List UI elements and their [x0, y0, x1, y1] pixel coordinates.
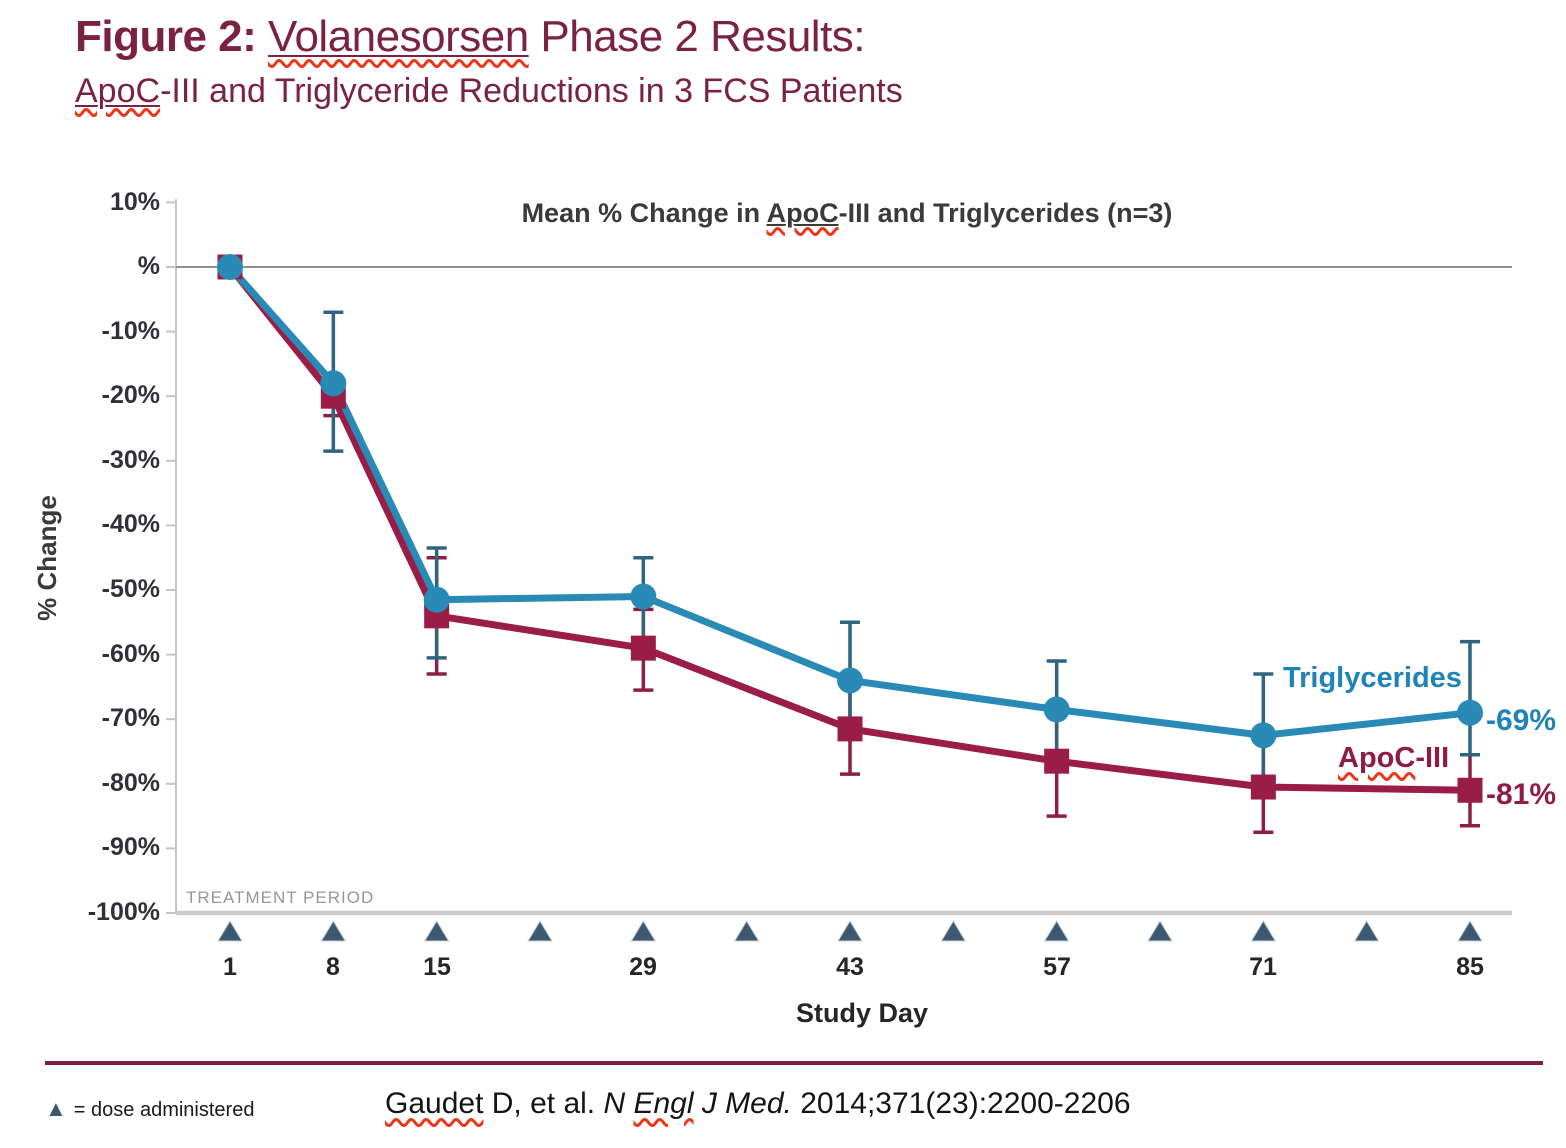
- triglycerides-marker: [217, 254, 243, 280]
- title-rest: Phase 2 Results:: [528, 12, 866, 61]
- chart-canvas: [166, 199, 1512, 942]
- x-tick-label: 57: [1043, 953, 1071, 981]
- y-tick-label: %: [137, 252, 160, 280]
- treatment-period-label: TREATMENT PERIOD: [186, 888, 375, 907]
- subtitle-wavy-word: ApoC: [75, 72, 161, 110]
- citation-author-rest: D, et al.: [483, 1087, 604, 1120]
- page-subtitle: ApoC-III and Triglyceride Reductions in …: [75, 72, 903, 111]
- x-tick-label: 1: [223, 953, 237, 981]
- apoc-wavy-word: ApoC: [1338, 742, 1416, 774]
- y-tick-label: -50%: [101, 575, 160, 603]
- chart-title: Mean % Change in ApoC-III and Triglyceri…: [347, 198, 1347, 229]
- subtitle-rest: -III and Triglyceride Reductions in 3 FC…: [160, 72, 903, 110]
- y-axis-title: % Change: [32, 495, 62, 621]
- dose-triangle: [1043, 920, 1070, 942]
- page-title: Figure 2: Volanesorsen Phase 2 Results:: [75, 12, 866, 62]
- chart-title-wavy-word: ApoC: [766, 198, 839, 228]
- dose-triangle: [1250, 920, 1277, 942]
- triglycerides-marker: [1043, 696, 1070, 723]
- x-tick-label: 43: [836, 953, 864, 981]
- end-value-triglycerides: -69%: [1486, 704, 1557, 737]
- triglycerides-marker: [630, 583, 657, 610]
- triglycerides-marker: [1457, 699, 1483, 726]
- apoc-iii-marker: [1044, 748, 1070, 774]
- apoc-iii-marker: [837, 716, 863, 742]
- chart-title-pre: Mean % Change in: [521, 198, 767, 228]
- title-wavy-word: Volanesorsen: [268, 12, 529, 61]
- triglycerides-marker: [1250, 722, 1277, 749]
- series-label-apoc: ApoC-III: [1338, 742, 1449, 775]
- series-label-triglycerides: Triglycerides: [1283, 662, 1462, 694]
- y-tick-label: -100%: [87, 898, 160, 926]
- y-tick-label: -20%: [101, 381, 160, 409]
- citation-journal-post: J Med.: [693, 1087, 792, 1120]
- dose-triangle: [527, 920, 553, 942]
- y-tick-label: -90%: [101, 833, 160, 861]
- citation-author-wavy: Gaudet: [385, 1087, 484, 1120]
- y-tick-label: -70%: [101, 704, 160, 732]
- dose-triangle: [733, 920, 760, 942]
- x-tick-label: 29: [629, 953, 657, 981]
- dose-legend: ▲ = dose administered: [45, 1096, 254, 1122]
- y-tick-label: -30%: [101, 446, 160, 474]
- x-tick-label: 85: [1456, 953, 1484, 981]
- triglycerides-marker: [423, 586, 450, 613]
- apoc-iii-line: [226, 263, 1474, 794]
- dose-triangle: [423, 920, 450, 942]
- apoc-iii-marker: [1250, 774, 1276, 800]
- citation-journal: N Engl J Med.: [603, 1087, 791, 1120]
- citation-journal-wavy: Engl: [633, 1087, 694, 1120]
- citation-journal-pre: N: [603, 1087, 634, 1120]
- dose-triangle: [1353, 920, 1380, 942]
- triglycerides-line: [226, 263, 1474, 739]
- chart-title-post: -III and Triglycerides (n=3): [838, 198, 1173, 228]
- citation: Gaudet D, et al. N Engl J Med. 2014;371(…: [385, 1087, 1131, 1121]
- dose-triangle: [217, 920, 243, 942]
- triglycerides-marker: [837, 667, 863, 694]
- end-value-apoc: -81%: [1486, 778, 1557, 811]
- citation-tail: 2014;371(23):2200-2206: [791, 1087, 1131, 1120]
- y-tick-label: -80%: [101, 769, 160, 797]
- y-tick-label: -60%: [101, 640, 160, 668]
- dose-triangle: [940, 920, 967, 942]
- x-tick-label: 15: [423, 953, 451, 981]
- y-tick-label: -40%: [101, 510, 160, 538]
- dose-triangle: [320, 920, 347, 942]
- dose-triangle: [1147, 920, 1173, 942]
- dose-triangle: [837, 920, 863, 942]
- y-tick-label: 10%: [109, 188, 160, 216]
- x-axis-title: Study Day: [795, 998, 929, 1028]
- footer-divider: [45, 1061, 1543, 1065]
- dose-triangle: [630, 920, 657, 942]
- y-tick-label: -10%: [101, 317, 160, 345]
- apoc-rest: -III: [1415, 742, 1450, 774]
- figure-label: Figure 2:: [75, 12, 269, 61]
- dose-triangle: [1457, 920, 1483, 942]
- dose-triangle-icon: ▲: [45, 1096, 67, 1121]
- x-tick-label: 71: [1249, 953, 1277, 981]
- triglycerides-marker: [320, 370, 347, 397]
- dose-legend-text: = dose administered: [73, 1099, 255, 1121]
- apoc-iii-marker: [630, 635, 656, 661]
- apoc-iii-marker: [1457, 777, 1483, 803]
- x-tick-label: 8: [326, 953, 340, 981]
